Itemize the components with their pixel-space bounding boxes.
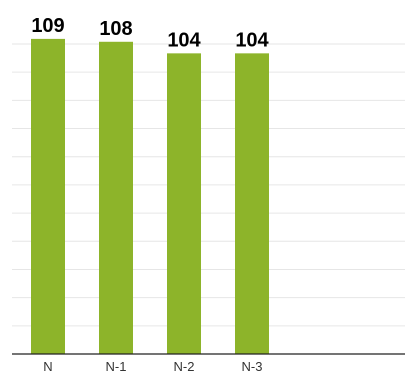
x-tick-label: N-3 xyxy=(242,359,263,374)
bar-N xyxy=(31,38,65,355)
data-label: 104 xyxy=(235,29,269,51)
bar-N-3 xyxy=(235,53,269,354)
x-tick-label: N-1 xyxy=(106,359,127,374)
data-labels: 109 108 104 104 xyxy=(31,15,269,51)
bars xyxy=(31,38,269,355)
bar-N-1 xyxy=(99,41,133,354)
data-label: 108 xyxy=(99,18,132,40)
data-label: 109 xyxy=(31,15,64,37)
bar-N-2 xyxy=(167,53,201,354)
data-label: 104 xyxy=(167,29,201,51)
x-tick-label: N-2 xyxy=(174,359,195,374)
gridlines xyxy=(12,43,405,327)
x-tick-labels: N N-1 N-2 N-3 xyxy=(43,359,262,374)
x-tick-label: N xyxy=(43,359,52,374)
